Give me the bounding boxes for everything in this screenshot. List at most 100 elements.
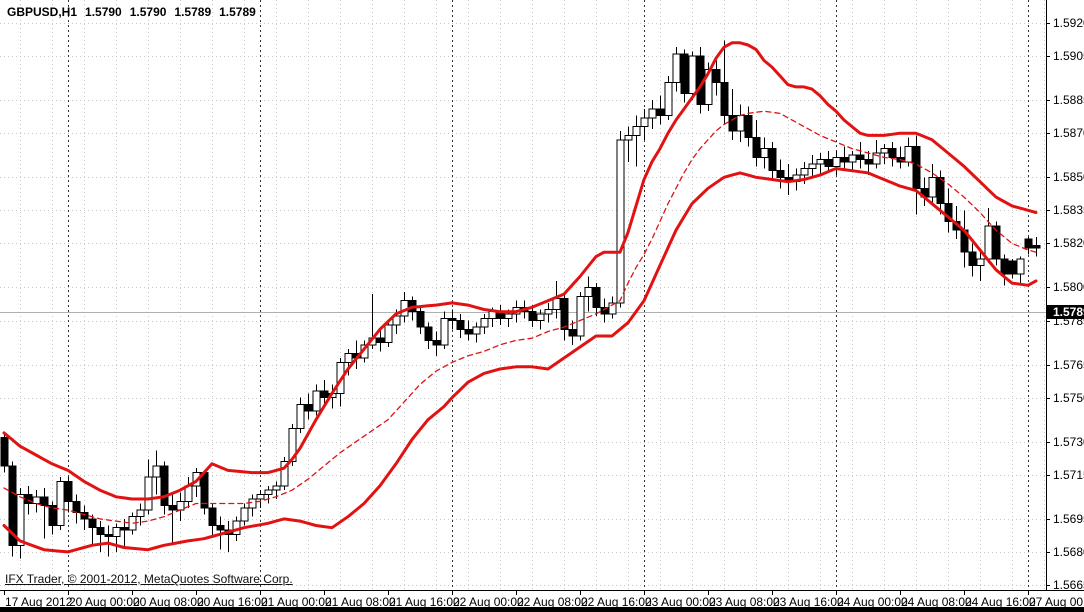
time-axis-label: 21 Aug 16:00 [389,595,460,609]
price-axis-label: 1.5665 [1053,578,1084,592]
time-axis-label: 24 Aug 16:00 [965,595,1036,609]
candle [88,514,97,546]
candle [416,307,425,334]
candle [184,477,193,508]
candle [752,119,761,167]
open-value: 1.5790 [85,5,122,19]
candle [32,490,41,513]
candle [312,384,321,416]
candle [464,320,473,341]
price-axis-label: 1.5920 [1053,16,1084,30]
candle [280,457,289,491]
candle [616,130,625,308]
candle [664,75,673,120]
candle [248,494,257,517]
time-axis-label: 20 Aug 16:00 [197,595,268,609]
symbol-period-label: GBPUSD,H1 [7,5,78,19]
time-axis-label: 17 Aug 2012 [5,595,73,609]
candle [592,283,601,317]
candle [776,159,785,189]
time-axis-label: 22 Aug 16:00 [581,595,652,609]
candle [976,252,985,281]
candle [984,208,993,264]
bollinger-bands-layer [2,41,1038,554]
time-axis-label: 22 Aug 00:00 [453,595,524,609]
candle [384,320,393,347]
bollinger-lower-band [2,167,1038,554]
candle [960,210,969,268]
price-axis-label: 1.5905 [1053,49,1084,63]
candle [912,135,921,215]
candle [456,313,465,339]
candle [896,146,905,169]
candle [1032,236,1041,257]
time-axis-label: 20 Aug 08:00 [133,595,204,609]
candle [72,494,81,524]
candle [1000,254,1009,286]
candle [536,309,545,330]
candle [720,40,729,125]
time-axis-label: 27 Aug 00:00 [1029,595,1084,609]
platform-copyright-link[interactable]: IFX Trader, © 2001-2012, MetaQuotes Soft… [5,572,293,586]
price-axis-label: 1.5715 [1053,468,1084,482]
price-axis-label: 1.5750 [1053,391,1084,405]
candle [728,89,737,140]
price-axis-label: 1.5730 [1053,435,1084,449]
candle [608,296,617,319]
price-axis-label: 1.5765 [1053,358,1084,372]
candle [576,291,585,341]
candle [144,459,153,515]
candle [1024,236,1033,255]
bollinger-middle-band [3,110,1037,524]
candle [152,450,161,495]
candle [264,485,273,504]
price-axis-label: 1.5835 [1053,203,1084,217]
time-axis-label: 23 Aug 08:00 [709,595,780,609]
close-value: 1.5789 [219,5,256,19]
candle [1008,258,1017,279]
candle [40,488,49,539]
price-axis-label: 1.5800 [1053,280,1084,294]
time-axis-label: 24 Aug 08:00 [901,595,972,609]
candle [16,488,25,559]
candle [480,313,489,334]
candle [568,320,577,345]
grid-layer [0,0,1046,590]
candle [864,150,873,176]
candle [880,144,889,165]
candle [176,492,185,522]
candle [888,142,897,167]
candle [808,155,817,178]
candle [224,521,233,552]
candle [840,146,849,171]
candle [1016,256,1025,286]
window-bottom-edge [0,607,1084,612]
chart-title: GBPUSD,H1 1.5790 1.5790 1.5789 1.5789 [7,5,256,19]
candle [648,100,657,129]
candle [304,393,313,420]
candle [376,327,385,352]
candle [424,322,433,350]
candle [168,494,177,544]
candle [160,461,169,515]
candle [448,309,457,330]
candle [624,126,633,162]
candle [136,503,145,526]
candle [736,104,745,143]
candle [48,501,57,535]
candle [848,150,857,171]
time-axis-label: 21 Aug 00:00 [261,595,332,609]
price-axis-label: 1.5680 [1053,545,1084,559]
current-price-badge: 1.5789 [1047,305,1084,319]
high-value: 1.5790 [129,5,167,19]
time-axis-label: 23 Aug 16:00 [773,595,844,609]
candle [0,432,9,473]
candle [200,470,209,515]
candle [784,164,793,195]
candle [432,331,441,356]
time-axis-label: 21 Aug 08:00 [325,595,396,609]
candle [872,139,881,169]
